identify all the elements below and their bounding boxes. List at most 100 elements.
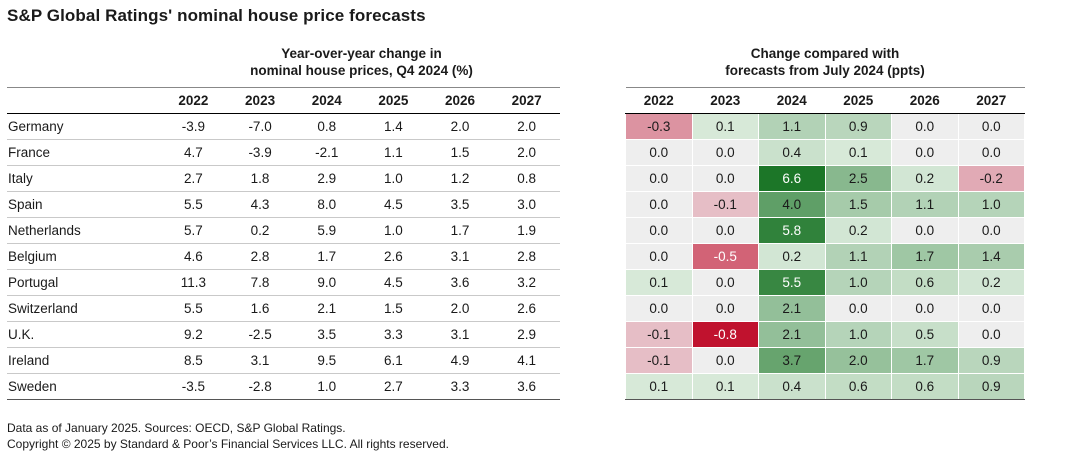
- left-heading-line-1: Year-over-year change in: [281, 46, 442, 61]
- value-cell: 3.2: [493, 269, 560, 296]
- heatmap-cell: 0.1: [625, 269, 693, 296]
- value-cell: 1.0: [360, 217, 427, 244]
- right-heading-line-2: forecasts from July 2024 (ppts): [725, 63, 925, 78]
- heatmap-cell: 0.1: [691, 113, 759, 140]
- heatmap-row: 0.0 0.0 2.1 0.0 0.0 0.0: [625, 295, 1025, 322]
- heatmap-row: 0.1 0.1 0.4 0.6 0.6 0.9: [625, 373, 1025, 400]
- table-row: Sweden -3.5 -2.8 1.0 2.7 3.3 3.6: [7, 373, 560, 400]
- heatmap-row: -0.3 0.1 1.1 0.9 0.0 0.0: [625, 113, 1025, 140]
- heatmap-cell: -0.2: [957, 165, 1025, 192]
- right-year-header: 2023: [692, 87, 759, 114]
- table-row: France 4.7 -3.9 -2.1 1.1 1.5 2.0: [7, 139, 560, 166]
- heatmap-cell: 0.2: [824, 217, 892, 244]
- left-year-header: 2022: [160, 87, 227, 114]
- heatmap-cell: 1.0: [824, 321, 892, 348]
- heatmap-cell: 0.0: [691, 217, 759, 244]
- heatmap-cell: 0.6: [824, 373, 892, 400]
- table-row: Italy 2.7 1.8 2.9 1.0 1.2 0.8: [7, 165, 560, 192]
- value-cell: 3.5: [426, 191, 494, 218]
- heatmap-cell: 2.1: [758, 321, 826, 348]
- value-cell: 3.6: [426, 269, 494, 296]
- country-label: Germany: [7, 113, 161, 140]
- value-cell: -2.5: [226, 321, 294, 348]
- value-cell: 1.4: [360, 113, 427, 140]
- value-cell: 2.9: [293, 165, 361, 192]
- country-label: Switzerland: [7, 295, 161, 322]
- heatmap-cell: 0.0: [891, 139, 959, 166]
- heatmap-cell: 0.1: [625, 373, 693, 400]
- value-cell: 2.1: [293, 295, 361, 322]
- heatmap-cell: 0.1: [691, 373, 759, 400]
- house-price-table: 2022 2023 2024 2025 2026 2027 Germany -3.9 -7.0…: [7, 87, 560, 400]
- table-row: U.K. 9.2 -2.5 3.5 3.3 3.1 2.9: [7, 321, 560, 348]
- value-cell: 4.6: [160, 243, 227, 270]
- value-cell: 8.5: [160, 347, 227, 374]
- heatmap-cell: 0.2: [891, 165, 959, 192]
- left-year-header: 2026: [426, 87, 494, 114]
- heatmap-cell: 0.6: [891, 269, 959, 296]
- value-cell: 1.0: [293, 373, 361, 400]
- heatmap-cell: 0.0: [957, 139, 1025, 166]
- heatmap-row: -0.1 0.0 3.7 2.0 1.7 0.9: [625, 347, 1025, 374]
- right-year-header: 2027: [958, 87, 1025, 114]
- country-label: Italy: [7, 165, 161, 192]
- value-cell: 2.0: [426, 295, 494, 322]
- left-year-header: 2024: [293, 87, 361, 114]
- heatmap-row: 0.0 0.0 6.6 2.5 0.2 -0.2: [625, 165, 1025, 192]
- value-cell: 2.6: [493, 295, 560, 322]
- right-year-header: 2025: [825, 87, 892, 114]
- value-cell: 1.6: [226, 295, 294, 322]
- value-cell: 2.0: [493, 139, 560, 166]
- heatmap-row: 0.0 -0.1 4.0 1.5 1.1 1.0: [625, 191, 1025, 218]
- value-cell: 9.2: [160, 321, 227, 348]
- value-cell: 8.0: [293, 191, 361, 218]
- heatmap-cell: 0.0: [957, 217, 1025, 244]
- heatmap-cell: 0.0: [625, 165, 693, 192]
- heatmap-cell: 1.7: [891, 243, 959, 270]
- heatmap-cell: -0.5: [691, 243, 759, 270]
- heatmap-cell: 0.5: [891, 321, 959, 348]
- heatmap-cell: 1.1: [891, 191, 959, 218]
- value-cell: 4.5: [360, 191, 427, 218]
- value-cell: 1.5: [360, 295, 427, 322]
- heatmap-cell: 0.0: [625, 191, 693, 218]
- value-cell: 2.8: [226, 243, 294, 270]
- country-label: U.K.: [7, 321, 161, 348]
- country-label: Portugal: [7, 269, 161, 296]
- heatmap-cell: 2.0: [824, 347, 892, 374]
- copyright-note: Copyright © 2025 by Standard & Poor’s Fi…: [7, 437, 449, 451]
- heatmap-cell: 0.0: [957, 113, 1025, 140]
- value-cell: 3.6: [493, 373, 560, 400]
- value-cell: 3.1: [426, 321, 494, 348]
- value-cell: 6.1: [360, 347, 427, 374]
- value-cell: 4.1: [493, 347, 560, 374]
- value-cell: -3.9: [226, 139, 294, 166]
- value-cell: 1.9: [493, 217, 560, 244]
- value-cell: 3.1: [426, 243, 494, 270]
- chart-title: S&P Global Ratings' nominal house price …: [7, 6, 426, 25]
- heatmap-cell: -0.1: [625, 321, 693, 348]
- country-label: Netherlands: [7, 217, 161, 244]
- right-year-header: 2026: [891, 87, 958, 114]
- value-cell: 4.3: [226, 191, 294, 218]
- value-cell: 1.0: [360, 165, 427, 192]
- value-cell: 2.0: [493, 113, 560, 140]
- value-cell: 1.7: [293, 243, 361, 270]
- table-row: Switzerland 5.5 1.6 2.1 1.5 2.0 2.6: [7, 295, 560, 322]
- value-cell: 3.1: [226, 347, 294, 374]
- value-cell: -2.8: [226, 373, 294, 400]
- value-cell: 1.8: [226, 165, 294, 192]
- heatmap-cell: 0.0: [691, 165, 759, 192]
- value-cell: 2.7: [160, 165, 227, 192]
- value-cell: 5.5: [160, 295, 227, 322]
- heatmap-cell: 5.5: [758, 269, 826, 296]
- left-year-header: 2023: [226, 87, 294, 114]
- heatmap-cell: 1.0: [824, 269, 892, 296]
- value-cell: 2.0: [426, 113, 494, 140]
- country-label: Belgium: [7, 243, 161, 270]
- heatmap-cell: 0.1: [824, 139, 892, 166]
- heatmap-row: 0.1 0.0 5.5 1.0 0.6 0.2: [625, 269, 1025, 296]
- heatmap-cell: 0.0: [625, 217, 693, 244]
- heatmap-cell: 2.1: [758, 295, 826, 322]
- heatmap-row: 0.0 0.0 0.4 0.1 0.0 0.0: [625, 139, 1025, 166]
